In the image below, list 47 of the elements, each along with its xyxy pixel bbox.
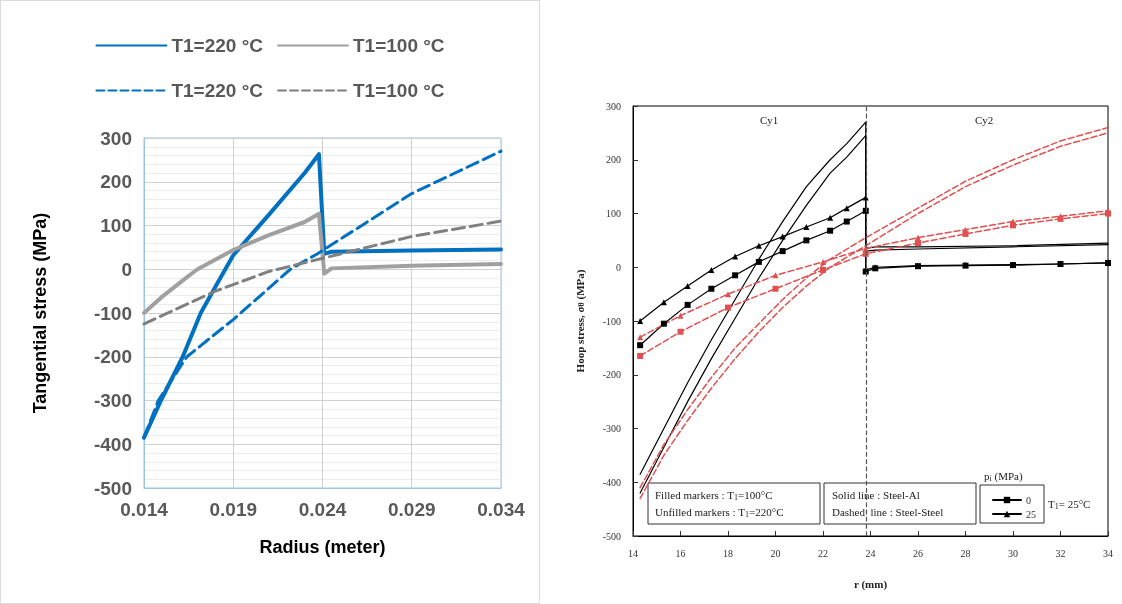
y-tick-label: 100 (100, 215, 132, 236)
x-axis-title: Radius (meter) (259, 537, 386, 557)
x-tick-label: 0.029 (387, 499, 436, 520)
x-tick-label: 0.014 (120, 499, 169, 520)
y-axis-title: Tangential stress (MPa) (30, 212, 50, 414)
y-tick-label: -200 (93, 346, 132, 368)
y-tick-label: -400 (93, 433, 132, 455)
legend-label: T1=220 °C (171, 80, 264, 101)
x-tick-label: 22 (818, 547, 828, 559)
x-tick-label: 0.034 (477, 499, 526, 520)
y-tick-label: 300 (100, 127, 132, 149)
y-tick-label: -500 (602, 530, 621, 542)
x-tick-label: 14 (628, 547, 638, 559)
x-tick-label: 16 (675, 547, 686, 559)
y-tick-label: 0 (121, 258, 132, 280)
legend-label: 25 (1026, 508, 1036, 520)
y-tick-label: 100 (606, 208, 621, 219)
x-tick-label: 0.024 (298, 499, 347, 520)
x-tick-label: 26 (913, 547, 923, 559)
legend-label: 0 (1026, 494, 1031, 506)
y-tick-label: 200 (606, 154, 621, 166)
annotation: Cy2 (975, 113, 994, 126)
legend-label: T1=220 °C (171, 35, 264, 56)
y-tick-label: -100 (93, 302, 132, 324)
y-tick-label: -200 (602, 369, 621, 381)
y-tick-label: -400 (602, 476, 621, 488)
x-tick-label: 24 (865, 547, 876, 559)
x-tick-label: 34 (1103, 547, 1113, 559)
x-tick-label: 0.019 (209, 499, 258, 520)
x-tick-label: 28 (960, 547, 971, 559)
x-tick-label: 18 (723, 547, 733, 559)
y-tick-label: -300 (93, 390, 132, 411)
x-axis-title: r (mm) (853, 577, 888, 591)
annotation: Dashed line : Steel-Steel (832, 505, 944, 518)
y-tick-label: -300 (602, 423, 621, 434)
y-tick-label: -100 (602, 315, 621, 327)
x-tick-label: 32 (1055, 547, 1066, 559)
legend-label: T1=100 °C (353, 35, 445, 56)
annotation: Cy1 (760, 113, 779, 126)
y-tick-label: 200 (100, 171, 132, 193)
y-tick-label: 0 (616, 261, 621, 273)
x-tick-label: 20 (770, 547, 781, 559)
y-tick-label: -500 (93, 477, 132, 499)
x-tick-label: 30 (1008, 547, 1018, 559)
legend-label: T1=100 °C (353, 80, 445, 101)
y-tick-label: 300 (606, 100, 621, 112)
annotation: Solid line : Steel-Al (832, 488, 920, 501)
